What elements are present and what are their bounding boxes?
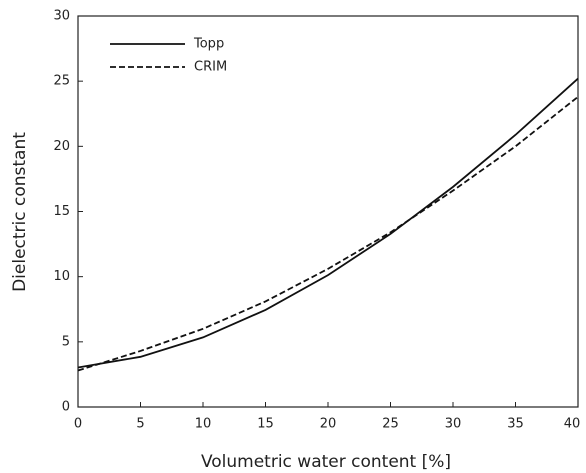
legend-label: CRIM bbox=[194, 60, 227, 75]
y-tick-label: 15 bbox=[53, 204, 70, 219]
line-series bbox=[77, 96, 579, 372]
x-tick-label: 35 bbox=[507, 417, 524, 432]
x-tick-label: 5 bbox=[136, 417, 144, 432]
line-series bbox=[77, 77, 579, 369]
x-tick-label: 10 bbox=[195, 417, 212, 432]
y-tick-label: 25 bbox=[53, 74, 70, 89]
y-tick-label: 0 bbox=[62, 400, 70, 415]
y-axis-label: Dielectric constant bbox=[10, 132, 30, 292]
x-tick-label: 15 bbox=[257, 417, 274, 432]
x-axis-label: Volumetric water content [%] bbox=[201, 452, 451, 472]
legend-label: Topp bbox=[193, 37, 224, 52]
y-tick-label: 5 bbox=[62, 334, 70, 349]
x-tick-label: 40 bbox=[564, 417, 581, 432]
x-tick-label: 20 bbox=[320, 417, 337, 432]
x-tick-label: 25 bbox=[382, 417, 399, 432]
y-tick-label: 30 bbox=[53, 9, 70, 24]
plot-frame bbox=[77, 15, 579, 408]
x-tick-label: 30 bbox=[445, 417, 462, 432]
y-tick-label: 20 bbox=[53, 139, 70, 154]
y-tick-label: 10 bbox=[53, 269, 70, 284]
x-tick-label: 0 bbox=[74, 417, 82, 432]
